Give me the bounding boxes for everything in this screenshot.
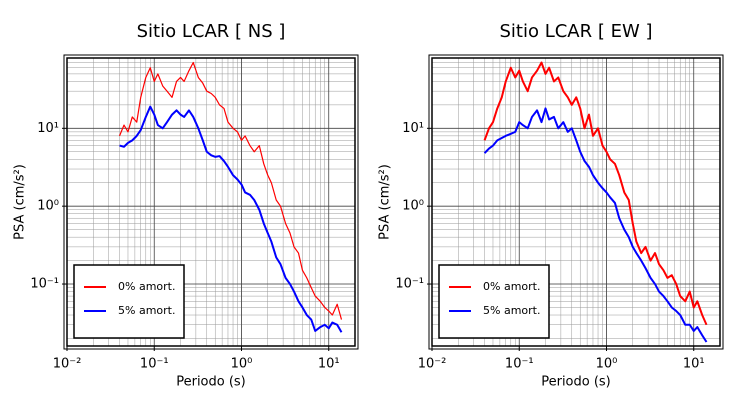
y-axis-label: PSA (cm/s²) xyxy=(378,164,393,240)
plot-frame-outer xyxy=(63,54,359,350)
legend-label: 0% amort. xyxy=(118,280,175,293)
legend-box xyxy=(438,264,550,339)
x-tick-label: 10⁰ xyxy=(231,357,253,372)
legend-label: 5% amort. xyxy=(483,304,540,317)
x-tick-label: 10⁻² xyxy=(53,357,82,372)
plot-frame xyxy=(66,57,356,347)
x-axis-label: Periodo (s) xyxy=(176,375,246,390)
series-line xyxy=(483,61,708,326)
plot-frame xyxy=(431,57,721,347)
y-tick-label: 10¹ xyxy=(402,121,424,136)
y-tick-label: 10⁰ xyxy=(402,199,424,214)
y-tick-label: 10⁻¹ xyxy=(30,277,59,292)
y-axis-label: PSA (cm/s²) xyxy=(13,164,28,240)
y-tick-label: 10⁻¹ xyxy=(395,277,424,292)
x-tick-label: 10¹ xyxy=(683,357,705,372)
legend-label: 0% amort. xyxy=(483,280,540,293)
chart-title: Sitio LCAR [ NS ] xyxy=(137,21,286,42)
legend-label: 5% amort. xyxy=(118,304,175,317)
series-line xyxy=(119,105,343,333)
y-tick-label: 10¹ xyxy=(37,121,59,136)
x-tick-label: 10⁻¹ xyxy=(505,357,534,372)
x-tick-label: 10¹ xyxy=(318,357,340,372)
x-tick-label: 10⁻² xyxy=(418,357,447,372)
x-axis-label: Periodo (s) xyxy=(541,375,611,390)
series-line xyxy=(118,61,343,320)
series-line xyxy=(483,107,708,343)
x-tick-label: 10⁻¹ xyxy=(140,357,169,372)
x-tick-label: 10⁰ xyxy=(596,357,618,372)
legend-box xyxy=(73,264,185,339)
chart-title: Sitio LCAR [ EW ] xyxy=(499,21,652,42)
y-tick-label: 10⁰ xyxy=(37,199,59,214)
plot-frame-outer xyxy=(428,54,724,350)
